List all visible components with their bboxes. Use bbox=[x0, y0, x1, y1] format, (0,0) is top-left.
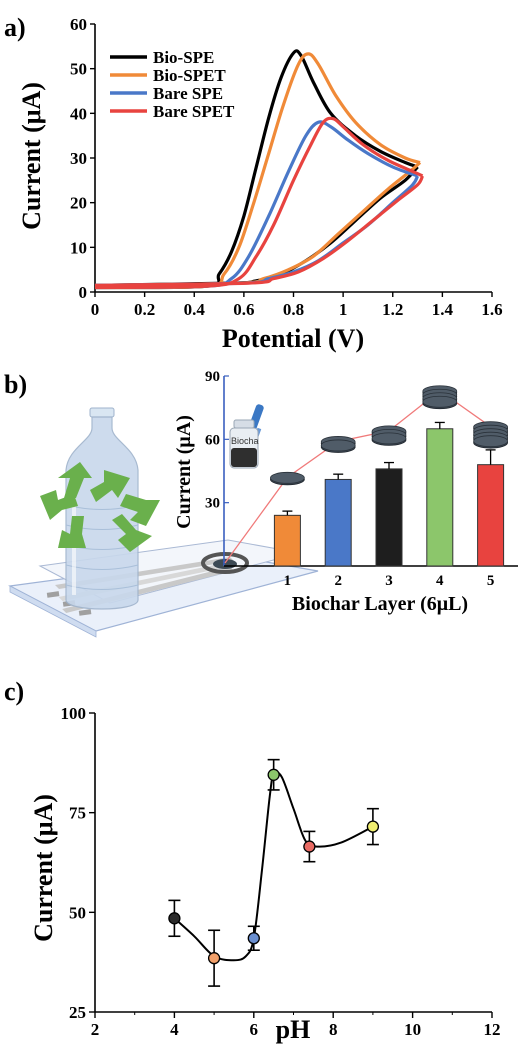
panel-a-x-tick-label: 0.2 bbox=[134, 300, 155, 319]
recycle-icon bbox=[58, 516, 86, 548]
panel-a-y-tick-label: 60 bbox=[70, 15, 87, 34]
panel-a-x-tick-label: 0.8 bbox=[283, 300, 304, 319]
series-bare-spe-forward bbox=[94, 120, 419, 290]
panel-a-y-tick-label: 40 bbox=[70, 104, 87, 123]
bar-layer-5 bbox=[477, 464, 505, 567]
recycle-icon bbox=[90, 470, 130, 502]
legend-label: Bio-SPE bbox=[153, 48, 214, 67]
panel-c-fit-curve bbox=[173, 771, 374, 962]
series-bio-spe-forward bbox=[94, 49, 419, 290]
panel-a-y-tick-label: 30 bbox=[70, 149, 87, 168]
vial-label: Biocha bbox=[231, 436, 259, 446]
panel-c-x-tick-label: 2 bbox=[91, 1020, 100, 1039]
series-bare-spet-forward bbox=[94, 116, 424, 290]
ph-point-9 bbox=[366, 820, 380, 833]
panel-c-x-tick-label: 6 bbox=[250, 1020, 259, 1039]
bottle-cap bbox=[89, 407, 115, 418]
panel-a-x-tick-label: 0.4 bbox=[184, 300, 206, 319]
ph-point-6.5 bbox=[267, 768, 280, 781]
panel-a-y-tick-label: 50 bbox=[70, 60, 87, 79]
panel-a-label: a) bbox=[4, 13, 26, 42]
panel-a-axes: 0 0.2 0.4 0.6 0.8 1 1.2 1.4 1.6 0 10 20 30 40 50 60 bbox=[70, 15, 503, 319]
biochar-disk bbox=[422, 395, 458, 408]
panel-c-x-tick-label: 4 bbox=[170, 1020, 179, 1039]
panel-a-x-tick-label: 1.6 bbox=[481, 300, 502, 319]
vial-cap bbox=[233, 419, 255, 429]
panel-a-xlabel: Potential (V) bbox=[222, 324, 364, 353]
recycle-icon bbox=[58, 462, 92, 498]
recycle-icon bbox=[120, 494, 160, 526]
bar-layer-1 bbox=[273, 514, 301, 567]
biochar-disk bbox=[371, 432, 407, 445]
bar-layer-3 bbox=[375, 468, 403, 567]
panel-b-bars: 1 2 3 4 5 bbox=[224, 385, 509, 589]
panel-c-ph-plot: c) 2 4 6 8 10 12 25 50 75 100 Current (μA) pH bbox=[4, 677, 501, 1044]
legend-label: Bare SPET bbox=[153, 102, 235, 121]
panel-c-xlabel: pH bbox=[276, 1015, 311, 1044]
electrode-tray-edge bbox=[9, 585, 97, 638]
bottle-body bbox=[65, 416, 139, 610]
vial-biochar bbox=[231, 448, 257, 467]
panel-b-x-tick-label: 5 bbox=[487, 573, 495, 589]
panel-c-ylabel: Current (μA) bbox=[29, 794, 58, 942]
panel-a-x-tick-label: 1.4 bbox=[432, 300, 454, 319]
panel-b-y-tick-label: 30 bbox=[205, 496, 220, 512]
panel-b-label: b) bbox=[4, 370, 27, 399]
panel-c-points bbox=[168, 758, 380, 987]
working-electrode-core bbox=[213, 559, 237, 569]
ph-point-6 bbox=[247, 932, 260, 945]
panel-b-biochar-layers: b) Biocha 30 60 90 1 2 3 4 5 Current (μA) Bioc… bbox=[4, 369, 518, 638]
panel-a-x-tick-label: 1 bbox=[339, 300, 348, 319]
ph-fit-curve bbox=[173, 771, 374, 962]
panel-b-axes: 30 60 90 bbox=[205, 369, 518, 567]
panel-b-x-tick-label: 2 bbox=[334, 573, 342, 589]
series-bare-spet-reverse bbox=[94, 175, 424, 287]
panel-a-y-tick-label: 20 bbox=[70, 194, 87, 213]
panel-b-y-tick-label: 60 bbox=[205, 432, 220, 448]
panel-c-x-tick-label: 10 bbox=[404, 1020, 421, 1039]
recycle-icon bbox=[112, 514, 152, 552]
biochar-disk bbox=[320, 439, 356, 452]
panel-c-axes: 2 4 6 8 10 12 25 50 75 100 bbox=[61, 704, 501, 1039]
panel-b-x-tick-label: 3 bbox=[385, 573, 393, 589]
panel-c-y-tick-label: 25 bbox=[69, 1003, 86, 1022]
series-bio-spe-reverse bbox=[94, 165, 419, 287]
panel-c-y-tick-label: 100 bbox=[61, 704, 87, 723]
panel-c-y-tick-label: 50 bbox=[69, 903, 86, 922]
panel-b-ylabel: Current (μA) bbox=[173, 415, 195, 529]
ph-point-4 bbox=[168, 912, 181, 925]
panel-b-x-tick-label: 1 bbox=[284, 573, 292, 589]
ph-point-5 bbox=[207, 952, 221, 965]
panel-a-x-tick-label: 1.2 bbox=[382, 300, 403, 319]
biochar-disk bbox=[269, 471, 305, 484]
panel-b-xlabel: Biochar Layer (6μL) bbox=[292, 593, 468, 615]
panel-c-y-tick-label: 75 bbox=[69, 804, 86, 823]
ph-point-7.4 bbox=[303, 840, 316, 853]
working-electrode-ring bbox=[201, 552, 249, 574]
panel-a-x-tick-label: 0 bbox=[91, 300, 100, 319]
series-bio-spet-forward bbox=[94, 52, 421, 290]
panel-c-x-tick-label: 12 bbox=[484, 1020, 501, 1039]
recycle-icon bbox=[40, 490, 78, 520]
panel-b-y-tick-label: 90 bbox=[205, 369, 220, 385]
electrode-contact bbox=[78, 609, 92, 616]
electrode-contact bbox=[46, 591, 60, 598]
panel-a-series bbox=[94, 49, 424, 290]
panel-a-x-tick-label: 0.6 bbox=[233, 300, 254, 319]
panel-a-y-tick-label: 0 bbox=[79, 283, 88, 302]
panel-c-label: c) bbox=[4, 677, 24, 706]
legend-label: Bare SPE bbox=[153, 84, 223, 103]
panel-a-y-tick-label: 10 bbox=[70, 238, 87, 257]
panel-b-x-tick-label: 4 bbox=[436, 573, 444, 589]
panel-a-cv-plot: a) 0 0.2 0.4 0.6 0.8 1 1.2 1.4 1.60102030405060 … bbox=[4, 13, 503, 353]
biochar-disk bbox=[473, 435, 509, 448]
legend-label: Bio-SPET bbox=[153, 66, 226, 85]
panel-a-ylabel: Current (μA) bbox=[17, 82, 46, 230]
bar-layer-2 bbox=[324, 478, 352, 567]
recycled-bottle-electrode-illustration: Biocha bbox=[8, 404, 319, 638]
panel-c-x-tick-label: 8 bbox=[329, 1020, 338, 1039]
bar-layer-4 bbox=[426, 428, 454, 567]
